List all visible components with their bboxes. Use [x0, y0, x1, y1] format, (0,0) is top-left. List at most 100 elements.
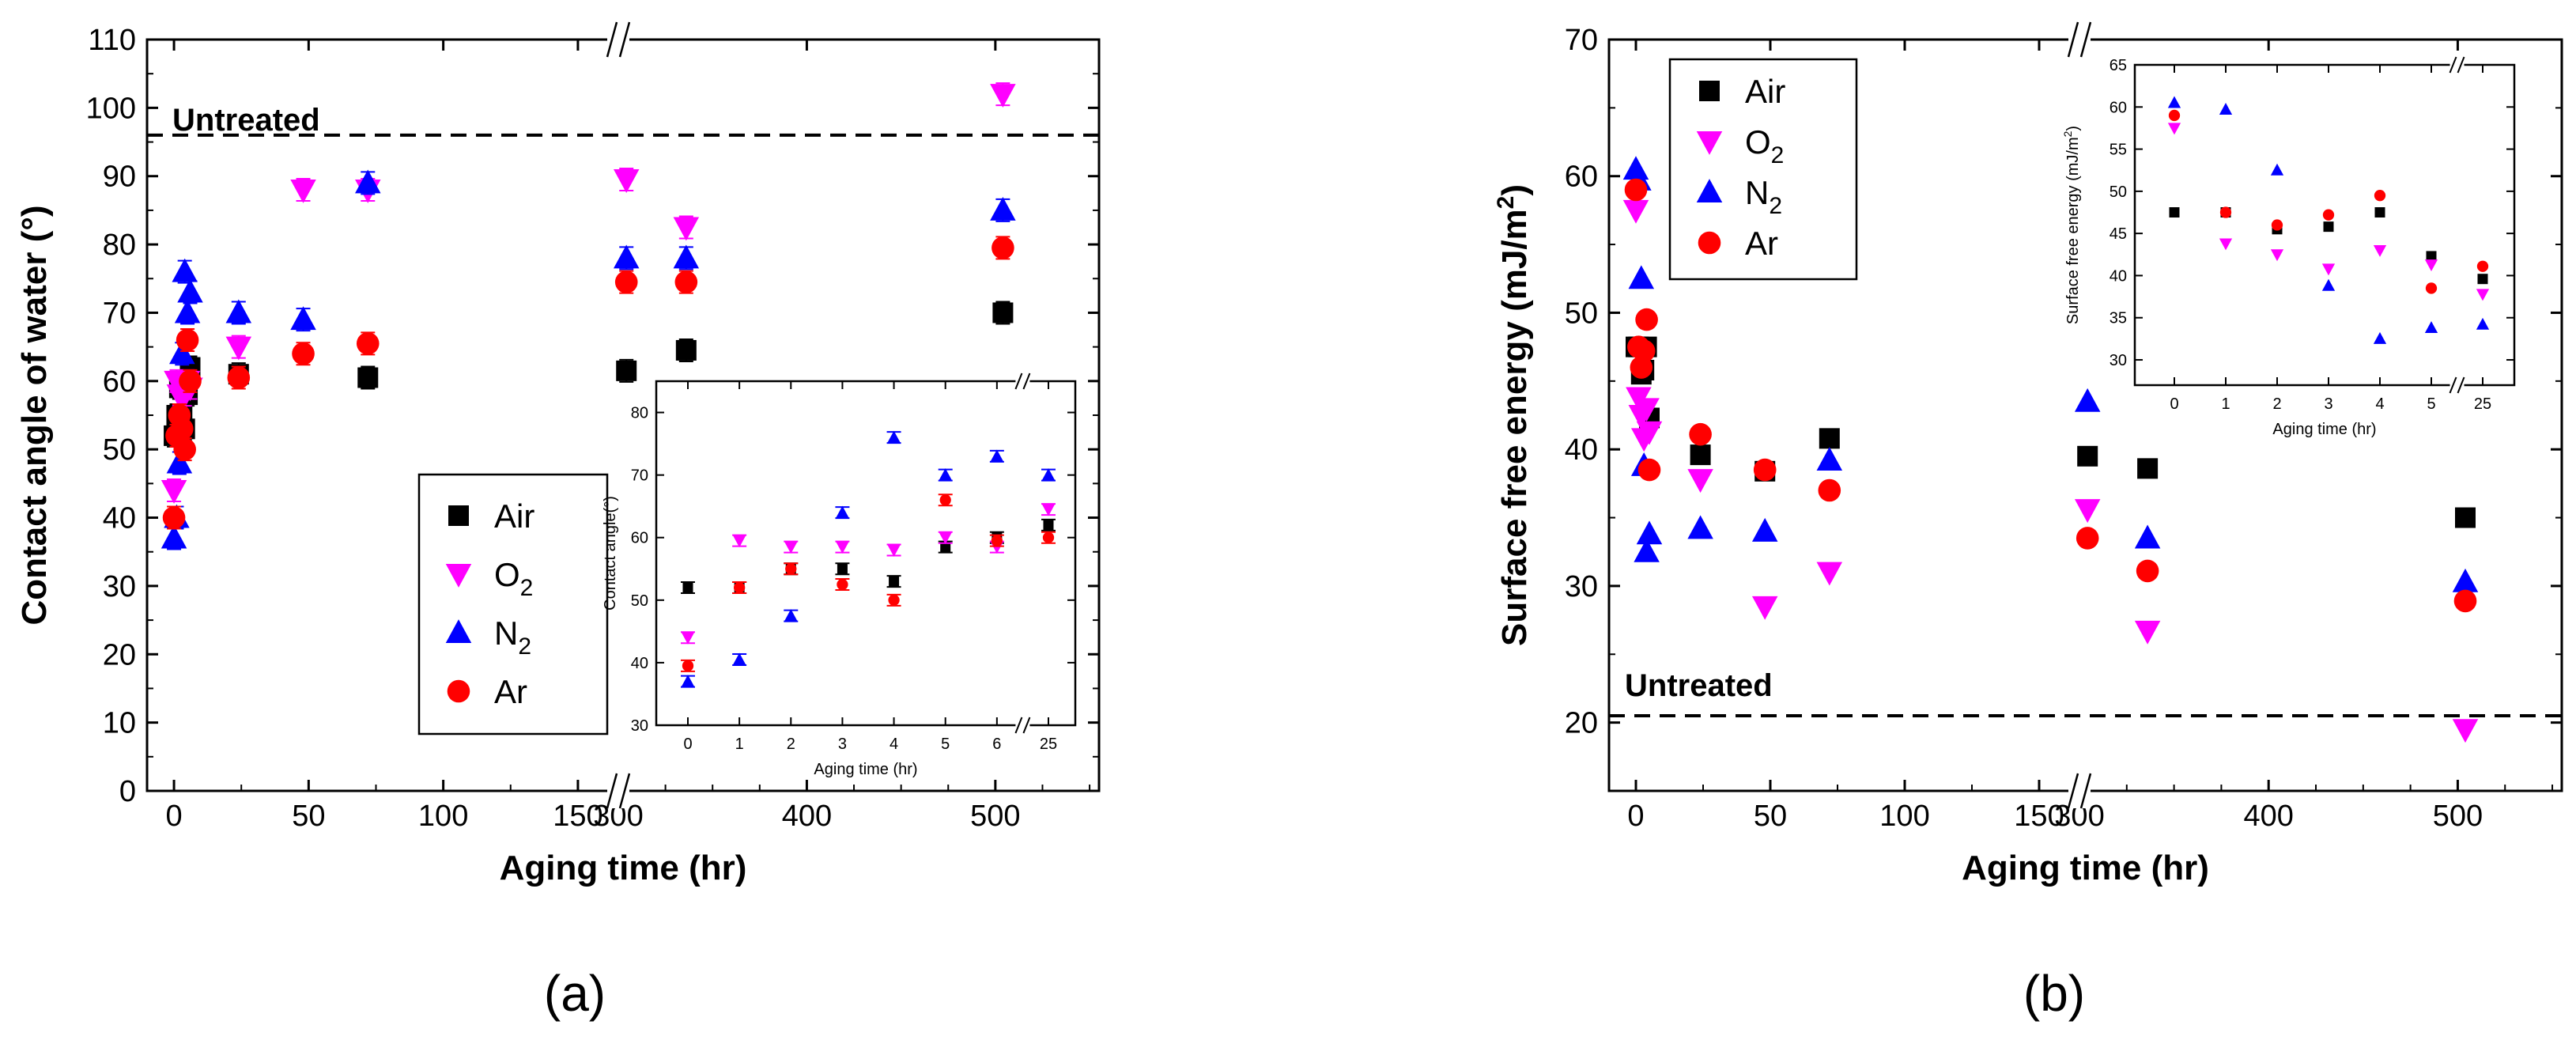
x-tick-label: 150 — [553, 800, 602, 833]
data-point-air — [1819, 428, 1840, 449]
inset-y-tick-label: 30 — [2110, 352, 2127, 369]
inset-data-point-ar — [2374, 190, 2386, 202]
x-tick-label: 100 — [1879, 800, 1929, 833]
inset-y-tick-label: 40 — [631, 655, 648, 672]
data-point-air — [1690, 444, 1711, 466]
data-point-n2 — [1622, 156, 1649, 180]
y-tick-label: 80 — [103, 229, 136, 262]
inset-data-point-ar — [2476, 260, 2489, 272]
legend-label-text: O — [1745, 123, 1771, 161]
legend-marker-o — [445, 564, 472, 588]
axis-break-mark — [606, 21, 618, 58]
y-axis-title: Contact angle of water (°) — [15, 206, 54, 626]
inset-data-point-o2 — [2373, 244, 2387, 257]
axis-break-gap — [2068, 22, 2091, 57]
data-point-n2 — [990, 197, 1016, 221]
inset-data-point-n2 — [733, 652, 746, 665]
inset-data-point-ar — [2425, 282, 2438, 294]
data-point-ar — [674, 270, 698, 293]
inset-data-point-n2 — [836, 505, 849, 518]
data-point-ar — [227, 366, 251, 389]
inset-data-point-air — [1043, 520, 1054, 531]
axis-break-mark — [2079, 773, 2092, 809]
y-tick-label: 30 — [103, 570, 136, 603]
x-tick-label: 500 — [2433, 800, 2483, 833]
legend-label-text: Ar — [494, 673, 527, 710]
inset-data-point-air — [2374, 207, 2385, 218]
y-tick-label: 110 — [88, 24, 136, 57]
inset-data-point-air — [2426, 251, 2437, 262]
inset-axis-break-mark — [1022, 373, 1031, 390]
inset-x-tick-label: 0 — [2170, 395, 2178, 413]
data-point-n2 — [166, 449, 193, 474]
data-point-air — [2455, 507, 2476, 528]
inset-data-point-n2 — [2270, 163, 2284, 176]
inset-axis-break-gap — [1015, 372, 1030, 391]
y-tick-label: 50 — [1565, 297, 1598, 330]
legend-label: Air — [494, 497, 534, 535]
inset-data-point-n2 — [887, 430, 901, 443]
inset-y-tick-label: 35 — [2110, 310, 2127, 327]
data-point-o2 — [225, 336, 252, 361]
inset-x-tick-label: 4 — [2375, 395, 2384, 413]
y-axis-title-text: Surface free energy (mJ/m — [1495, 209, 1534, 646]
data-point-ar — [2453, 589, 2477, 613]
data-point-air — [357, 367, 379, 388]
axis-break-gap — [2068, 773, 2091, 808]
data-point-air — [2137, 458, 2159, 479]
inset-data-point-ar — [837, 578, 848, 591]
inset-data-point-n2 — [2321, 278, 2336, 291]
x-axis-title: Aging time (hr) — [1962, 849, 2209, 887]
legend-label-text: N — [494, 615, 518, 652]
data-point-o2 — [2134, 620, 2161, 645]
inset-data-point-o2 — [1041, 504, 1056, 516]
legend-label-sub: 2 — [518, 633, 531, 660]
inset-y-axis-title-text: Contact angle(°) — [602, 496, 619, 611]
inset-x-tick-label: 6 — [992, 736, 1001, 753]
inset-y-axis-title-text: Surface free energy (mJ/m — [2064, 137, 2082, 324]
inset-y-tick-label: 55 — [2110, 142, 2127, 159]
y-tick-label: 0 — [119, 775, 136, 808]
data-point-n2 — [169, 340, 195, 365]
data-point-ar — [292, 342, 315, 365]
axis-break-mark — [618, 773, 631, 809]
inset-x-tick-label: 2 — [787, 736, 795, 753]
inset-x-tick-label: 3 — [838, 736, 847, 753]
data-point-n2 — [1687, 515, 1713, 539]
inset-data-point-o2 — [836, 542, 849, 554]
inset-axis-break-gap — [2449, 55, 2465, 74]
data-point-ar — [2136, 559, 2159, 583]
x-tick-label: 500 — [970, 800, 1020, 833]
inset-data-point-n2 — [2373, 331, 2387, 344]
x-tick-label: 50 — [1754, 800, 1787, 833]
legend-marker-air — [448, 505, 469, 526]
data-point-o2 — [290, 180, 316, 203]
inset-data-point-o2 — [939, 532, 952, 545]
data-point-ar — [162, 506, 186, 529]
inset-y-tick-label: 65 — [2110, 57, 2127, 74]
y-tick-label: 100 — [86, 92, 136, 125]
inset-axis-break-mark — [1014, 373, 1023, 390]
data-point-ar — [1689, 422, 1712, 446]
legend-label-sub: 2 — [1771, 142, 1785, 168]
inset-data-point-air — [682, 582, 693, 593]
y-tick-label: 50 — [103, 433, 136, 467]
y-tick-label: 10 — [103, 707, 136, 740]
x-tick-label: 150 — [2014, 800, 2064, 833]
legend-label: Ar — [1745, 225, 1778, 262]
inset-x-tick-label: 4 — [890, 736, 898, 753]
inset-axis-break-mark — [2457, 376, 2465, 394]
y-axis-title-end: ) — [1495, 184, 1534, 196]
data-point-air — [616, 360, 637, 381]
inset-x-axis-title: Aging time (hr) — [814, 761, 917, 778]
inset-axis-break-mark — [1014, 717, 1023, 734]
inset-x-tick-label: 25 — [1040, 736, 1057, 753]
inset-y-tick-label: 80 — [631, 405, 648, 422]
inset-data-point-air — [2169, 207, 2180, 218]
inset-data-point-ar — [2322, 209, 2335, 221]
legend-label-text: N — [1745, 174, 1769, 211]
data-point-ar — [991, 236, 1014, 259]
